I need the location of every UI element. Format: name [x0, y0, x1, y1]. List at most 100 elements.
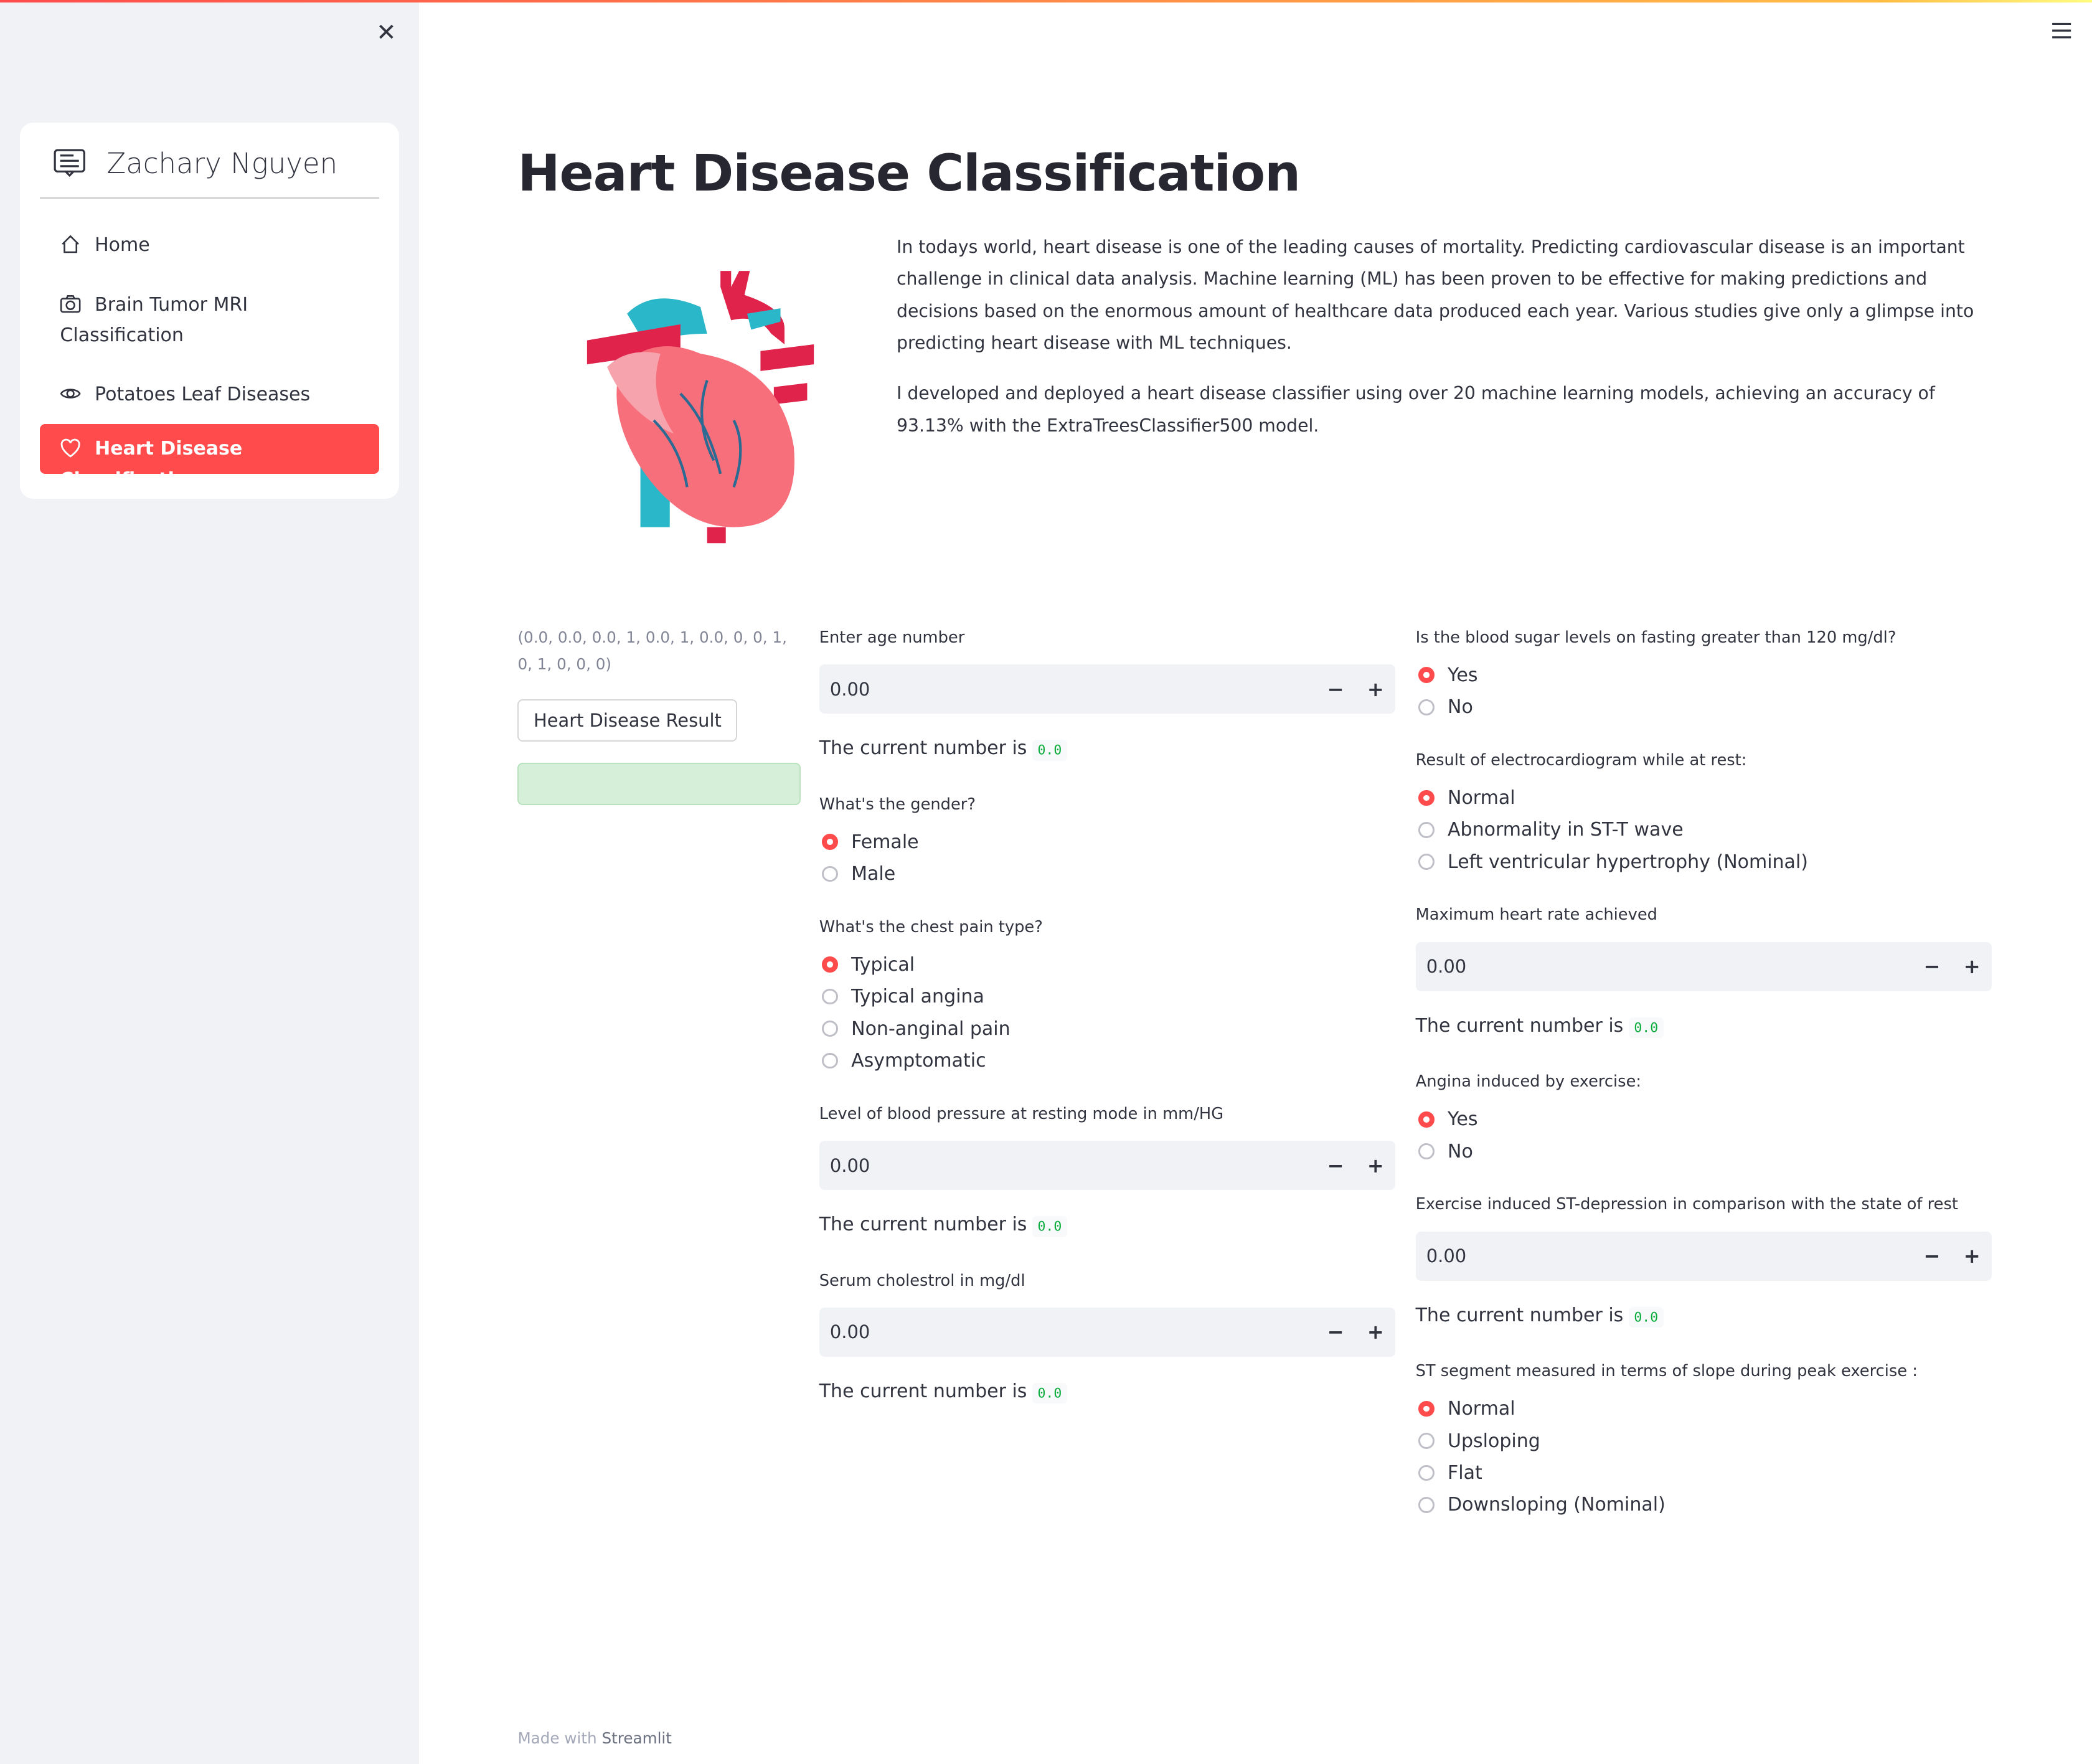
- radio-label: Typical angina: [851, 986, 984, 1008]
- sugar-label: Is the blood sugar levels on fasting gre…: [1415, 628, 1896, 647]
- radio-label: No: [1448, 1140, 1473, 1163]
- radio-selected-icon: [1418, 667, 1435, 684]
- radio-option[interactable]: Yes: [1416, 659, 1992, 691]
- age-label: Enter age number: [819, 628, 965, 647]
- close-icon[interactable]: ✕: [376, 18, 397, 47]
- nav-item-heart-disease[interactable]: Heart Disease Classification: [40, 424, 379, 491]
- brand-title: Zachary Nguyen: [106, 146, 338, 180]
- nav-item-home[interactable]: Home: [40, 222, 379, 268]
- radio-option[interactable]: Abnormality in ST-T wave: [1416, 814, 1992, 846]
- decrement-button[interactable]: −: [1327, 1153, 1344, 1177]
- input-column-2: Is the blood sugar levels on fasting gre…: [1415, 625, 1992, 1545]
- radio-option[interactable]: Normal: [1416, 1393, 1992, 1425]
- radio-option[interactable]: Normal: [1416, 782, 1992, 814]
- chol-label: Serum cholestrol in mg/dl: [819, 1271, 1025, 1290]
- increment-button[interactable]: +: [1367, 1320, 1384, 1344]
- maxhr-input[interactable]: 0.00 − +: [1415, 941, 1992, 992]
- page-title: Heart Disease Classification: [517, 144, 1301, 204]
- radio-label: Yes: [1448, 1108, 1478, 1131]
- nav-item-label: Heart Disease Classification: [60, 438, 243, 491]
- chol-input[interactable]: 0.00 − +: [819, 1307, 1396, 1357]
- chol-value[interactable]: 0.00: [829, 1321, 870, 1343]
- radio-option[interactable]: Left ventricular hypertrophy (Nominal): [1416, 846, 1992, 878]
- streamlit-link[interactable]: Streamlit: [601, 1729, 672, 1748]
- radio-label: Non-anginal pain: [851, 1017, 1011, 1040]
- radio-icon: [1418, 854, 1435, 870]
- age-input[interactable]: 0.00 − +: [819, 664, 1396, 714]
- hamburger-icon[interactable]: [2051, 20, 2072, 41]
- increment-button[interactable]: +: [1367, 1153, 1384, 1177]
- increment-button[interactable]: +: [1367, 677, 1384, 701]
- radio-label: Upsloping: [1448, 1430, 1540, 1452]
- current-label: The current number is: [1415, 1015, 1624, 1037]
- result-alert: [517, 763, 801, 806]
- radio-option[interactable]: Male: [819, 858, 1396, 890]
- heart-disease-result-button[interactable]: Heart Disease Result: [517, 699, 738, 742]
- radio-label: Normal: [1448, 1398, 1515, 1420]
- radio-icon: [1418, 1497, 1435, 1513]
- age-value[interactable]: 0.00: [829, 678, 870, 700]
- age-current: The current number is 0.0: [819, 732, 1396, 764]
- st-input[interactable]: 0.00 − +: [1415, 1231, 1992, 1281]
- chest-pain-label: What's the chest pain type?: [819, 917, 1043, 936]
- increment-button[interactable]: +: [1963, 955, 1981, 979]
- radio-icon: [1418, 1464, 1435, 1481]
- ecg-label: Result of electrocardiogram while at res…: [1415, 750, 1747, 770]
- angina-radio-group: Yes No: [1416, 1103, 1992, 1167]
- top-decoration-bar: [0, 0, 2092, 3]
- radio-option[interactable]: Typical angina: [819, 981, 1396, 1012]
- nav-item-label: Home: [95, 233, 150, 256]
- divider: [40, 197, 379, 199]
- radio-label: Normal: [1448, 786, 1515, 809]
- bp-current: The current number is 0.0: [819, 1209, 1396, 1240]
- radio-selected-icon: [1418, 790, 1435, 806]
- radio-option[interactable]: Downsloping (Nominal): [1416, 1489, 1992, 1521]
- nav-menu: Zachary Nguyen Home Brain Tumor MRI Clas…: [20, 123, 399, 499]
- radio-icon: [822, 1021, 838, 1037]
- current-label: The current number is: [819, 1380, 1027, 1403]
- chat-square-text-icon: [54, 149, 85, 177]
- radio-selected-icon: [1418, 1111, 1435, 1128]
- decrement-button[interactable]: −: [1327, 677, 1344, 701]
- slope-radio-group: Normal Upsloping Flat Downsloping (Nomin…: [1416, 1393, 1992, 1521]
- current-label: The current number is: [819, 737, 1027, 760]
- radio-option[interactable]: Flat: [1416, 1457, 1992, 1489]
- intro-paragraph: In todays world, heart disease is one of…: [897, 236, 1974, 353]
- input-column-1: Enter age number 0.00− + The current numb…: [819, 625, 1396, 1434]
- radio-selected-icon: [822, 956, 838, 973]
- angina-label: Angina induced by exercise:: [1415, 1072, 1642, 1092]
- st-value[interactable]: 0.00: [1426, 1245, 1467, 1267]
- result-column: (0.0, 0.0, 0.0, 1, 0.0, 1, 0.0, 0, 0, 1,…: [517, 625, 801, 806]
- radio-label: Typical: [851, 953, 915, 976]
- radio-option[interactable]: Non-anginal pain: [819, 1012, 1396, 1044]
- current-label: The current number is: [819, 1214, 1027, 1236]
- intro-text: In todays world, heart disease is one of…: [897, 231, 1986, 461]
- increment-button[interactable]: +: [1963, 1244, 1981, 1268]
- radio-option[interactable]: No: [1416, 691, 1992, 723]
- decrement-button[interactable]: −: [1327, 1320, 1344, 1344]
- decrement-button[interactable]: −: [1923, 1244, 1941, 1268]
- bp-value[interactable]: 0.00: [829, 1154, 870, 1176]
- st-current: The current number is 0.0: [1416, 1299, 1992, 1331]
- radio-option[interactable]: No: [1416, 1135, 1992, 1167]
- current-value: 0.0: [1032, 1382, 1067, 1404]
- nav-item-potatoes[interactable]: Potatoes Leaf Diseases: [40, 371, 379, 418]
- slope-label: ST segment measured in terms of slope du…: [1415, 1362, 1918, 1381]
- nav-item-brain-tumor[interactable]: Brain Tumor MRI Classification: [40, 281, 379, 359]
- radio-option[interactable]: Typical: [819, 948, 1396, 980]
- radio-option[interactable]: Upsloping: [1416, 1425, 1992, 1456]
- radio-option[interactable]: Yes: [1416, 1103, 1992, 1135]
- maxhr-label: Maximum heart rate achieved: [1415, 905, 1657, 925]
- current-value: 0.0: [1032, 1215, 1067, 1237]
- maxhr-value[interactable]: 0.00: [1426, 956, 1467, 978]
- radio-option[interactable]: Asymptomatic: [819, 1045, 1396, 1077]
- radio-icon: [822, 865, 838, 882]
- radio-icon: [822, 988, 838, 1005]
- radio-option[interactable]: Female: [819, 826, 1396, 857]
- radio-icon: [1418, 699, 1435, 715]
- decrement-button[interactable]: −: [1923, 955, 1941, 979]
- heart-illustration: [587, 271, 814, 544]
- camera-icon: [60, 295, 81, 313]
- radio-label: Flat: [1448, 1461, 1482, 1484]
- bp-input[interactable]: 0.00 − +: [819, 1140, 1396, 1191]
